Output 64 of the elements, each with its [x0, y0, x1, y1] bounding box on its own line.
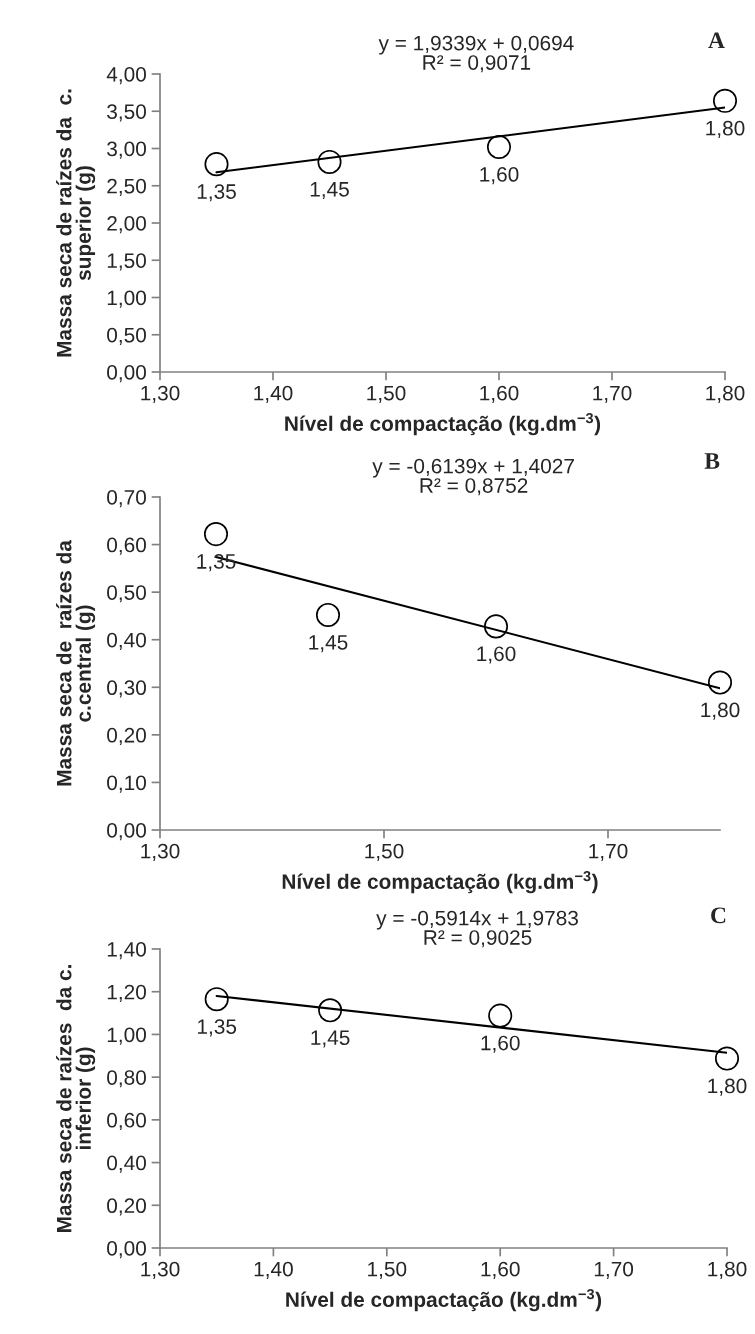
text: C	[711, 907, 726, 924]
annotation: 1,45	[311, 1030, 350, 1048]
y-tick-label: 0,60	[107, 1112, 146, 1131]
y-tick-label: 0,50	[107, 327, 146, 345]
y-tick-label: 0,40	[107, 632, 146, 650]
x-tick-label: 1,70	[589, 843, 628, 861]
annotation: 1,80	[708, 1078, 747, 1096]
text: y = -0,6139x + 1,4027 R² = 0,8752	[372, 458, 574, 496]
annotation: 1,45	[309, 635, 348, 653]
y-tick-label: 2,00	[107, 216, 146, 234]
y-tick-label: 0,80	[107, 1070, 146, 1088]
annotation: 1,35	[197, 554, 236, 572]
text: y = -0,5914x + 1,9783 R² = 0,9025	[376, 910, 578, 948]
y-tick-label: 0,70	[107, 490, 146, 508]
x-axis-title: Nível de compactação (kg.dm$^{−3}$)	[282, 870, 598, 894]
text: B	[704, 453, 720, 469]
annotation: 1,80	[706, 120, 745, 139]
y-tick-label: 0,50	[107, 585, 146, 603]
x-tick-label: 1,30	[141, 1261, 180, 1279]
y-tick-label: 0,00	[107, 1241, 146, 1259]
y-tick-label: 3,00	[107, 141, 146, 159]
y-tick-label: 1,40	[107, 942, 146, 960]
y-tick-label: 0,20	[107, 727, 146, 746]
y-tick-label: 0,00	[107, 823, 146, 841]
text: A	[708, 32, 725, 49]
x-tick-label: 1,80	[706, 385, 745, 403]
y-axis-title: Massa seca de raízes da c. superior (g)	[56, 89, 96, 357]
x-tick-label: 1,50	[367, 385, 406, 403]
y-tick-label: 3,50	[107, 104, 146, 122]
x-axis-title: Nível de compactação (kg.dm$^{−3}$)	[286, 1288, 602, 1312]
x-tick-label: 1,60	[480, 385, 519, 403]
y-tick-label: 0,10	[107, 775, 146, 793]
y-tick-label: 0,40	[107, 1155, 146, 1173]
y-tick-label: 2,50	[107, 178, 146, 196]
x-tick-label: 1,60	[481, 1261, 520, 1279]
y-tick-label: 4,00	[106, 67, 146, 85]
x-tick-label: 1,50	[368, 1261, 407, 1279]
annotation: 1,60	[480, 167, 519, 185]
x-tick-label: 1,40	[254, 1261, 293, 1279]
y-tick-label: 0,60	[107, 537, 146, 555]
y-axis-title: Massa seca de raízes da c.central (g)	[56, 540, 96, 786]
x-tick-label: 1,70	[594, 1261, 634, 1279]
x-tick-label: 1,30	[141, 843, 180, 861]
y-tick-label: 0,20	[107, 1198, 146, 1216]
y-tick-label: 1,00	[107, 290, 146, 308]
y-tick-label: 1,20	[107, 984, 146, 1002]
x-axis-title: Nível de compactação (kg.dm$^{−3}$)	[285, 412, 601, 436]
x-tick-label: 1,70	[593, 385, 632, 403]
text: y = 1,9339x + 0,0694 R² = 0,9071	[378, 35, 574, 73]
x-tick-label: 1,50	[365, 843, 404, 861]
y-tick-label: 0,30	[107, 680, 146, 698]
y-tick-label: 1,50	[107, 253, 146, 271]
annotation: 1,80	[701, 702, 740, 720]
x-tick-label: 1,80	[708, 1261, 747, 1279]
y-axis-title: Massa seca de raízes da c. inferior (g)	[56, 965, 96, 1233]
x-tick-label: 1,30	[141, 385, 180, 403]
annotation: 1,35	[197, 184, 236, 202]
y-tick-label: 0,00	[107, 365, 146, 383]
annotation: 1,45	[310, 182, 349, 200]
annotation: 1,60	[481, 1035, 520, 1053]
x-tick-label: 1,40	[254, 385, 293, 403]
annotation: 1,60	[477, 646, 516, 664]
y-tick-label: 1,00	[107, 1027, 146, 1045]
annotation: 1,35	[198, 1019, 237, 1037]
